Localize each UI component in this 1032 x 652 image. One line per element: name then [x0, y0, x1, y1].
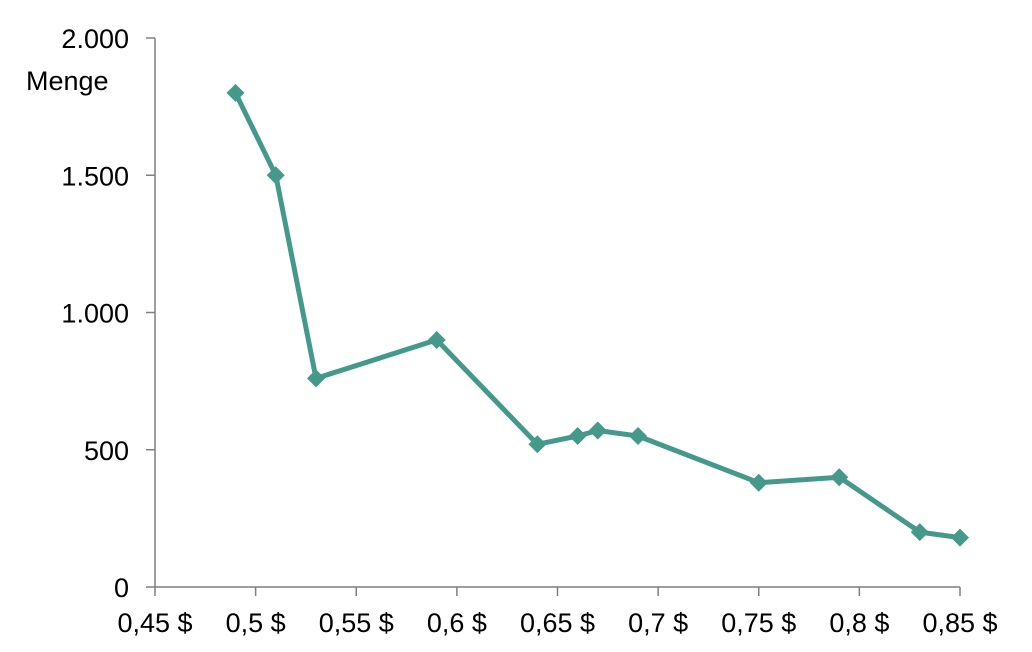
x-tick-label: 0,55 $ — [319, 608, 394, 638]
data-point-marker — [427, 330, 446, 349]
series-line — [233, 90, 963, 541]
axes — [154, 38, 960, 588]
data-point-marker — [830, 468, 849, 487]
x-tick-label: 0,6 $ — [427, 608, 487, 638]
x-tick-label: 0,75 $ — [721, 608, 796, 638]
data-point-marker — [588, 421, 607, 440]
x-tick-label: 0,5 $ — [226, 608, 286, 638]
data-point-marker — [266, 166, 285, 185]
x-tick-label: 0,45 $ — [117, 608, 192, 638]
y-tick-label: 2.000 — [61, 24, 129, 54]
data-point-marker — [568, 427, 587, 446]
y-axis: 0 500 1.000 1.500 2.000 — [61, 24, 155, 603]
x-axis: 0,45 $ 0,5 $ 0,55 $ 0,6 $ 0,65 $ 0,7 $ 0,75 $ 0… — [117, 587, 998, 638]
data-point-marker — [629, 427, 647, 446]
y-tick-label: 500 — [84, 436, 129, 466]
data-point-marker — [307, 369, 325, 388]
y-tick-label: 1.000 — [61, 299, 129, 329]
y-tick-label: 0 — [114, 573, 129, 603]
data-point-marker — [528, 435, 547, 454]
data-point-marker — [749, 473, 768, 492]
data-point-marker — [910, 523, 929, 542]
x-tick-label: 0,65 $ — [520, 608, 595, 638]
data-point-marker — [951, 528, 969, 547]
y-tick-label: 1.500 — [61, 161, 129, 191]
x-tick-label: 0,85 $ — [922, 608, 997, 638]
x-tick-label: 0,7 $ — [628, 608, 688, 638]
data-series — [226, 83, 969, 547]
data-point-marker — [226, 83, 245, 102]
y-axis-title: Menge — [26, 66, 109, 96]
x-tick-label: 0,8 $ — [829, 608, 889, 638]
